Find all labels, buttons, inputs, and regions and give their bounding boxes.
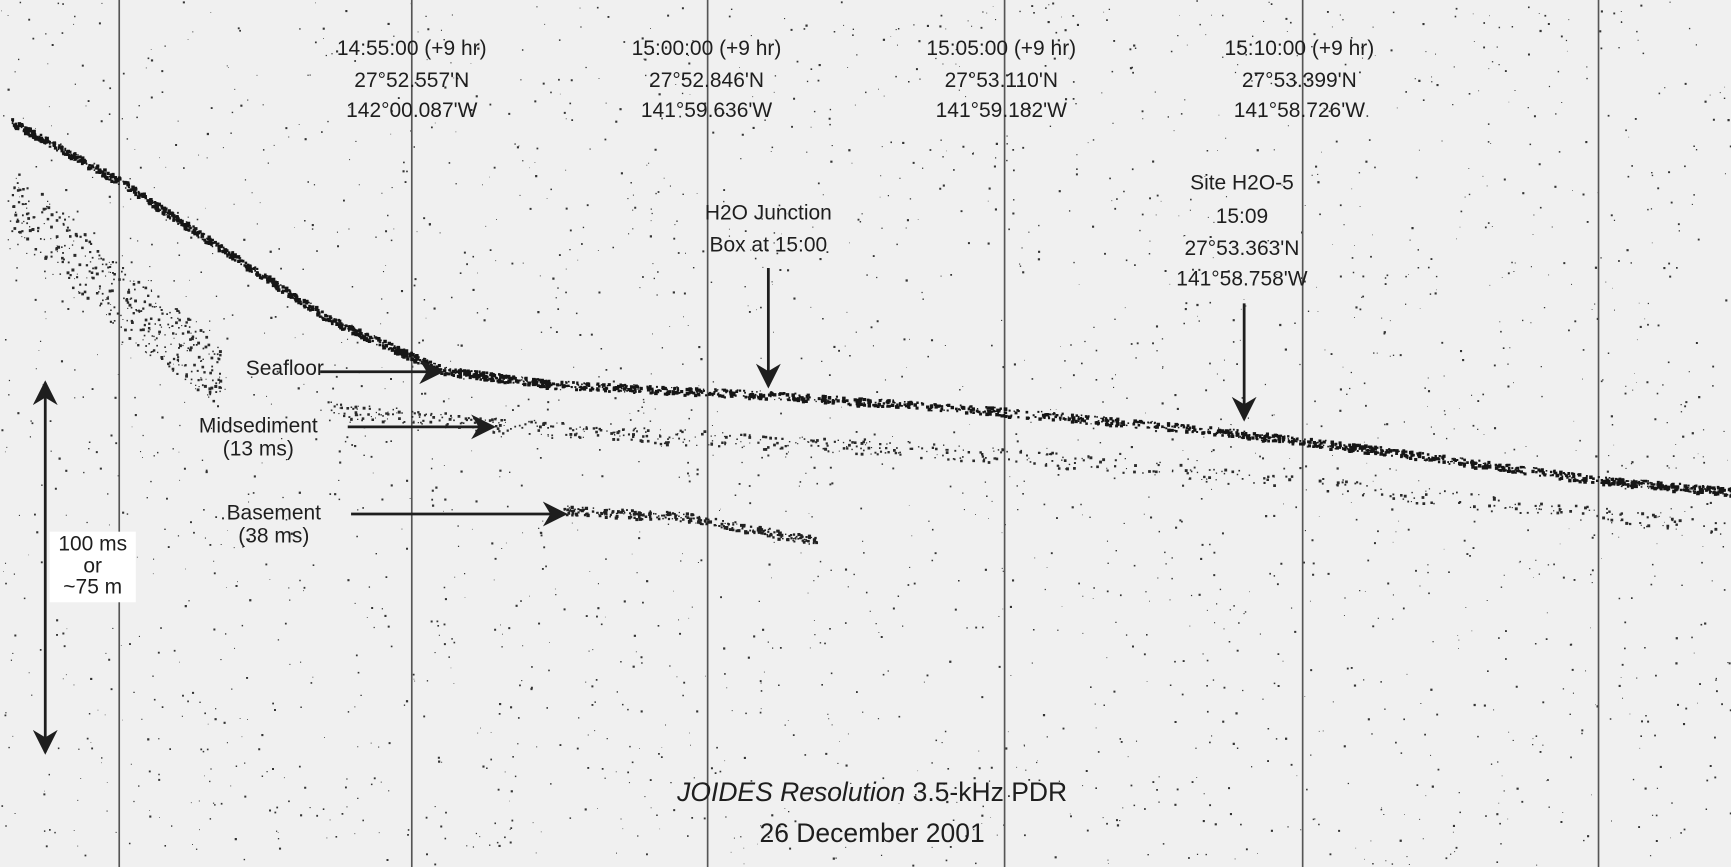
time-label: 15:05:00 (+9 hr) (926, 37, 1076, 60)
scale-label: ~75 m (63, 575, 122, 598)
scale-label: 100 ms (58, 532, 127, 555)
caption-rest: 3.5-kHz PDR (905, 777, 1067, 807)
site-label: 15:09 (1216, 205, 1268, 228)
longitude-label: 141°59.182'W (936, 99, 1067, 122)
latitude-label: 27°52.557'N (354, 69, 469, 92)
latitude-label: 27°52.846'N (649, 69, 764, 92)
junction-label: Box at 15:00 (709, 234, 827, 257)
pdr-figure: 14:55:00 (+9 hr) 27°52.557'N 142°00.087'W 1… (0, 0, 1731, 867)
time-label: 15:00:00 (+9 hr) (632, 37, 782, 60)
latitude-label: 27°53.110'N (945, 69, 1058, 92)
layer-depth: (13 ms) (223, 438, 294, 461)
latitude-label: 27°53.399'N (1242, 69, 1357, 92)
longitude-label: 142°00.087'W (346, 99, 477, 122)
caption-italic: JOIDES Resolution (676, 777, 905, 807)
site-label: Site H2O-5 (1190, 172, 1294, 195)
caption-title: JOIDES Resolution 3.5-kHz PDR (676, 777, 1067, 807)
caption-date: 26 December 2001 (760, 818, 985, 848)
site-label: 141°58.758'W (1176, 268, 1307, 291)
time-label: 15:10:00 (+9 hr) (1224, 37, 1374, 60)
layer-depth: (38 ms) (238, 525, 309, 548)
page: JOIDES Resolution PDR profile html, body… (0, 0, 1731, 867)
longitude-label: 141°58.726'W (1234, 99, 1365, 122)
layer-label: Basement (227, 502, 322, 525)
site-label: 27°53.363'N (1184, 237, 1299, 260)
layer-label: Seafloor (246, 357, 324, 380)
body: {"time_labels": [ {"time": "14:55:00 (+9… (0, 0, 1731, 867)
time-label: 14:55:00 (+9 hr) (337, 37, 487, 60)
scale-label: or (83, 555, 102, 578)
layer-label: Midsediment (199, 414, 318, 437)
junction-label: H2O Junction (705, 202, 832, 225)
longitude-label: 141°59.636'W (641, 99, 772, 122)
